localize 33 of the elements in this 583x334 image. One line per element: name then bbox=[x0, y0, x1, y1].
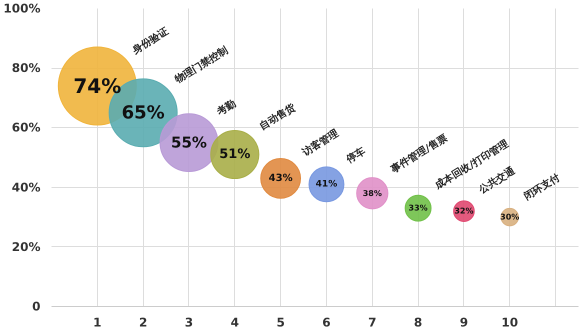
y-tick-label: 80% bbox=[12, 61, 41, 76]
x-tick-label: 7 bbox=[368, 316, 376, 330]
annotation: 访客管理 bbox=[299, 127, 341, 159]
annotation: 闭环支付 bbox=[522, 172, 562, 203]
y-tick-label: 20% bbox=[12, 240, 41, 254]
data-label: 55% bbox=[171, 134, 207, 152]
annotation: 自动售货 bbox=[257, 100, 299, 132]
y-tick-label: 40% bbox=[12, 180, 41, 194]
annotation: 物理门禁控制 bbox=[172, 44, 230, 86]
y-tick-label: 100% bbox=[3, 2, 41, 16]
x-tick-label: 1 bbox=[93, 316, 102, 330]
data-label: 65% bbox=[122, 102, 165, 124]
x-tick-label: 9 bbox=[460, 316, 468, 330]
data-label: 41% bbox=[316, 179, 338, 190]
data-label: 51% bbox=[219, 147, 250, 162]
annotation: 考勤 bbox=[214, 97, 238, 119]
x-tick-label: 5 bbox=[276, 316, 285, 330]
data-label: 74% bbox=[73, 74, 122, 98]
x-tick-label: 2 bbox=[138, 316, 148, 330]
data-label: 32% bbox=[454, 206, 474, 216]
data-label: 33% bbox=[408, 204, 428, 213]
y-tick-label: 0 bbox=[32, 300, 41, 314]
data-label: 43% bbox=[268, 172, 293, 184]
x-tick-label: 10 bbox=[501, 316, 518, 330]
data-label: 38% bbox=[362, 188, 382, 198]
annotation: 停车 bbox=[344, 144, 368, 166]
x-tick-label: 8 bbox=[414, 316, 422, 330]
x-tick-label: 3 bbox=[184, 316, 194, 330]
data-label: 30% bbox=[500, 212, 520, 222]
x-tick-label: 4 bbox=[230, 316, 239, 330]
annotation: 身份验证 bbox=[130, 25, 171, 58]
x-tick-label: 6 bbox=[322, 316, 331, 330]
y-tick-label: 60% bbox=[12, 120, 41, 135]
